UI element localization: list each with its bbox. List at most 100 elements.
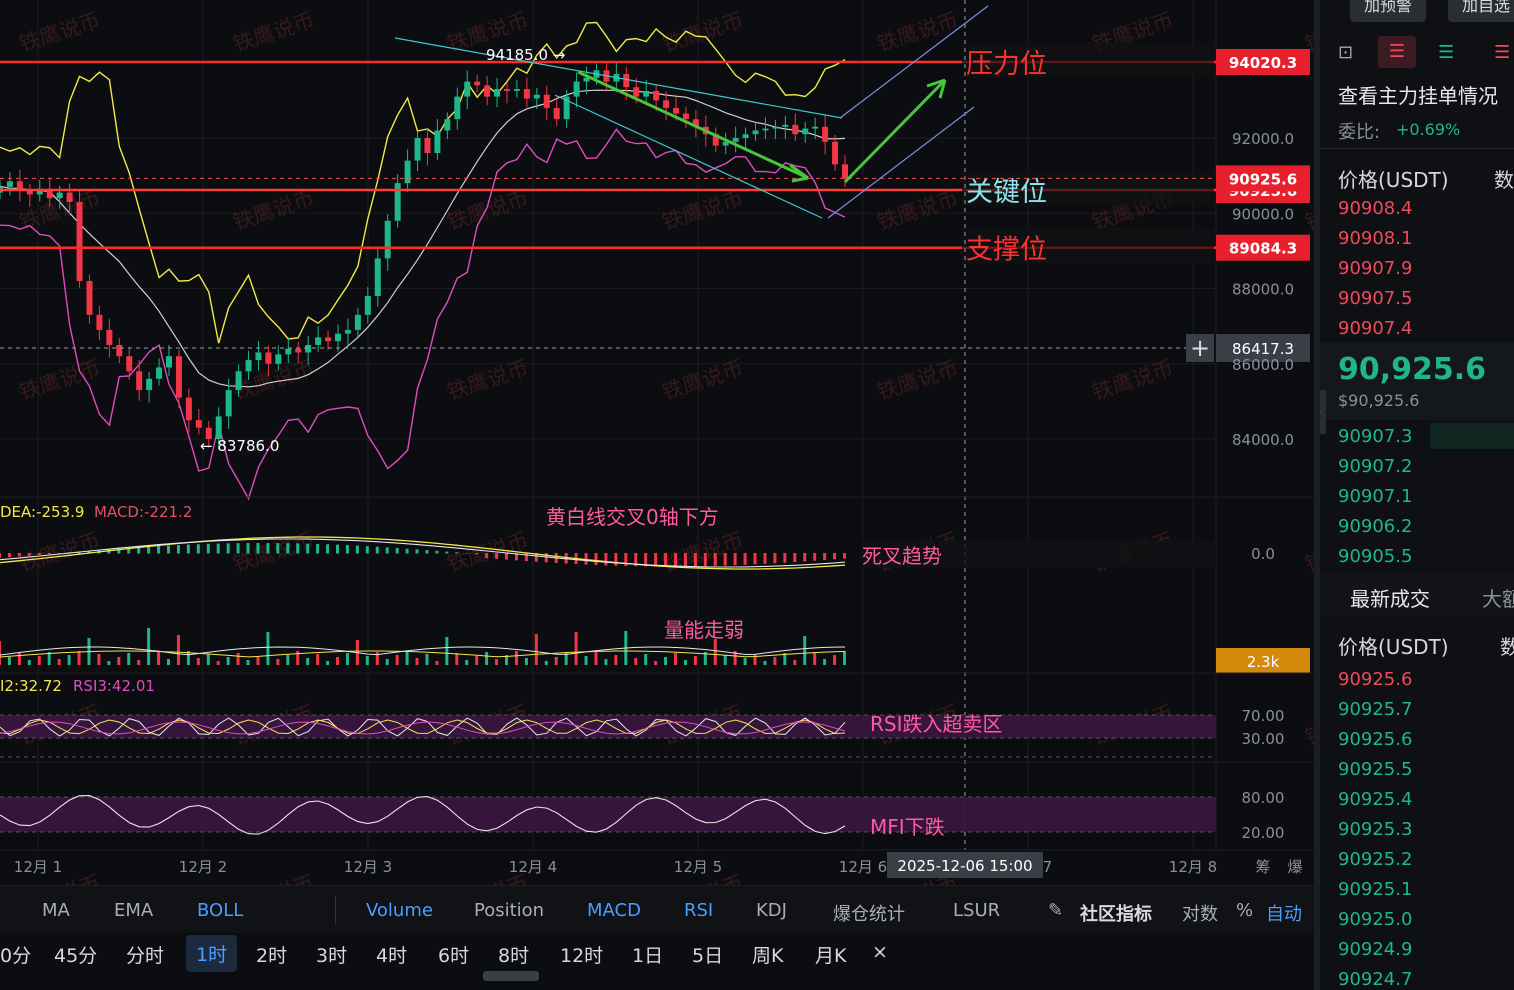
macd-histogram-bar [683, 553, 687, 567]
volume-bar [475, 656, 479, 665]
indicator-rsi[interactable]: RSI [684, 900, 714, 921]
log-scale-toggle[interactable]: 对数 [1182, 904, 1218, 925]
ask-row[interactable]: 90908.4 [1338, 198, 1413, 219]
auto-scale-toggle[interactable]: 自动 [1266, 904, 1302, 925]
trade-row[interactable]: 90925.7 [1338, 699, 1413, 720]
trade-row[interactable]: 90924.7 [1338, 969, 1413, 990]
candle-body [195, 420, 202, 428]
macd-histogram-bar [465, 553, 469, 554]
timeframe-9[interactable]: 12时 [560, 945, 604, 967]
volume-bar [326, 661, 330, 665]
candle-body [66, 192, 73, 202]
trade-row[interactable]: 90925.6 [1338, 669, 1413, 690]
candle-body [752, 130, 759, 135]
collapse-panel-handle[interactable]: ▸ [1320, 390, 1326, 434]
indicator-toolbar: MA EMA BOLL Volume Position MACD RSI KDJ 爆仓统计 LSU… [0, 885, 1314, 934]
volume-bar [544, 661, 548, 665]
trade-row[interactable]: 90925.2 [1338, 849, 1413, 870]
trade-row[interactable]: 90925.5 [1338, 759, 1413, 780]
current-price-badge [1216, 165, 1310, 192]
timeframe-1[interactable]: 45分 [54, 945, 98, 967]
macd-histogram-bar [355, 545, 359, 554]
mfi-band [0, 797, 1216, 832]
macd-histogram-bar [57, 553, 61, 554]
timeframe-8[interactable]: 8时 [498, 945, 530, 967]
main-orders-title[interactable]: 查看主力挂单情况 [1338, 84, 1498, 108]
level-label-bg [962, 41, 1214, 78]
bid-row[interactable]: 90907.3 [1338, 426, 1413, 447]
chips-label: 筹 [1255, 858, 1270, 876]
timeframe-2[interactable]: 分时 [126, 945, 165, 967]
timeframe-6[interactable]: 4时 [376, 945, 408, 967]
candle-body [275, 354, 282, 364]
latest-trades-tab[interactable]: 最新成交 [1350, 587, 1430, 611]
timeframe-11[interactable]: 5日 [692, 945, 724, 967]
ask-row[interactable]: 90907.9 [1338, 258, 1413, 279]
candle-body [305, 344, 312, 353]
timeframe-10[interactable]: 1日 [632, 945, 664, 967]
volume-bar [27, 660, 31, 665]
toolbar-expand-handle[interactable] [483, 971, 539, 981]
add-favorite-button[interactable]: 加自选 [1448, 0, 1514, 22]
percent-scale-toggle[interactable]: % [1236, 900, 1254, 921]
bid-row[interactable]: 90906.2 [1338, 516, 1413, 537]
candle-body [285, 348, 292, 355]
edit-icon[interactable]: ✎ [1048, 900, 1064, 921]
macd-histogram-bar [206, 543, 210, 554]
low-price-label: ← 83786.0 [200, 437, 279, 455]
orderbook-both-icon[interactable]: ☰ [1378, 36, 1416, 68]
indicator-volume[interactable]: Volume [366, 900, 433, 921]
indicator-爆仓统计[interactable]: 爆仓统计 [833, 904, 905, 925]
indicator-kdj[interactable]: KDJ [756, 900, 787, 921]
candle-body [6, 181, 13, 187]
macd-histogram-bar [693, 553, 697, 567]
ask-row[interactable]: 90907.4 [1338, 318, 1413, 339]
candle-body [106, 329, 113, 345]
macd-histogram-bar [803, 553, 807, 562]
volume-bar [554, 657, 558, 665]
ask-row[interactable]: 90907.5 [1338, 288, 1413, 309]
timeframe-12[interactable]: 周K [752, 945, 784, 967]
timeframe-7[interactable]: 6时 [438, 945, 470, 967]
large-trades-tab[interactable]: 大額 [1482, 587, 1514, 611]
timeframe-0[interactable]: 0分 [0, 945, 32, 967]
trend-arrow-up [843, 78, 947, 184]
timeframe-3[interactable]: 1时 [186, 935, 238, 972]
macd-histogram-bar [664, 553, 668, 567]
rsi2-line [0, 719, 846, 735]
candle-body [146, 378, 153, 391]
candle-body [185, 397, 192, 421]
indicator-boll[interactable]: BOLL [197, 900, 244, 921]
indicator-lsur[interactable]: LSUR [953, 900, 1001, 921]
candle-body [86, 280, 93, 315]
timeframe-14[interactable]: × [872, 941, 888, 963]
add-alert-button[interactable]: 加预警 [1350, 0, 1427, 22]
timeframe-4[interactable]: 2时 [256, 945, 288, 967]
ratio-label: 委比: [1338, 122, 1381, 143]
trade-row[interactable]: 90925.0 [1338, 909, 1413, 930]
indicator-ma[interactable]: MA [42, 900, 70, 921]
indicator-ema[interactable]: EMA [114, 900, 154, 921]
community-indicators-button[interactable]: 社区指标 [1080, 904, 1152, 925]
bid-row[interactable]: 90907.1 [1338, 486, 1413, 507]
trade-row[interactable]: 90925.3 [1338, 819, 1413, 840]
trade-row[interactable]: 90925.4 [1338, 789, 1413, 810]
indicator-macd[interactable]: MACD [587, 900, 641, 921]
bid-row[interactable]: 90907.2 [1338, 456, 1413, 477]
volume-bar [564, 653, 568, 665]
bid-row[interactable]: 90905.5 [1338, 546, 1413, 567]
timeframe-13[interactable]: 月K [815, 945, 847, 967]
chart-type-icon[interactable]: ⊡ [1338, 42, 1354, 63]
chart-area[interactable]: 铁鹰说币 铁鹰说币 铁鹰说币 铁鹰说币 铁鹰说币 铁鹰说币 铁鹰说币 铁鹰说币 铁鹰说币 铁鹰说币… [0, 0, 1314, 885]
ask-row[interactable]: 90908.1 [1338, 228, 1413, 249]
orderbook-bids-icon[interactable]: ☰ [1438, 42, 1455, 63]
trade-row[interactable]: 90924.9 [1338, 939, 1413, 960]
rsi-annotation: RSI跌入超卖区 [870, 712, 1003, 736]
trade-row[interactable]: 90925.1 [1338, 879, 1413, 900]
trade-row[interactable]: 90925.6 [1338, 729, 1413, 750]
indicator-position[interactable]: Position [474, 900, 545, 921]
timeframe-5[interactable]: 3时 [316, 945, 348, 967]
volume-bar [385, 659, 389, 665]
orderbook-asks-icon[interactable]: ☰ [1494, 42, 1511, 63]
